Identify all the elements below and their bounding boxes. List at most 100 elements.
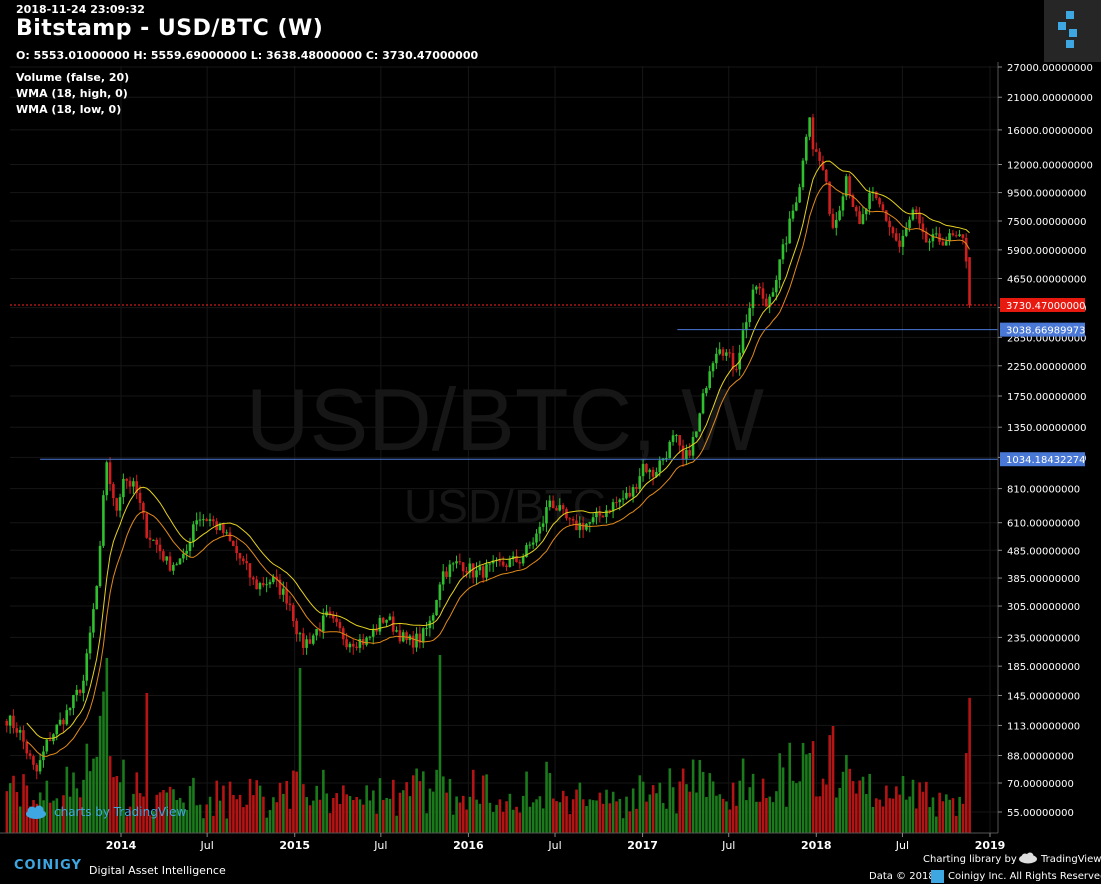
candle-body (678, 435, 682, 446)
volume-bar (475, 799, 478, 833)
candle-body (425, 628, 428, 630)
volume-bar (575, 789, 578, 833)
volume-bar (948, 799, 951, 833)
volume-bar (208, 796, 212, 833)
indicator-volume[interactable]: Volume (false, 20) (16, 71, 130, 84)
candle-body (75, 689, 79, 695)
volume-bar (355, 797, 358, 833)
price-axis[interactable]: 27000.00000000 21000.00000000 16000.000000… (997, 62, 1093, 833)
candle-body (152, 539, 155, 541)
candle-body (242, 558, 245, 562)
candle-body (82, 680, 85, 694)
volume-bar (508, 793, 512, 833)
volume-bar (292, 770, 295, 833)
volume-bar (342, 785, 345, 833)
candle-body (811, 117, 815, 150)
volume-bar (98, 715, 102, 833)
indicator-wma-high[interactable]: WMA (18, high, 0) (16, 87, 128, 100)
candle-body (8, 715, 12, 726)
candle-body (894, 233, 898, 241)
price-tick-label: 485.00000000 (1007, 546, 1080, 557)
candle-body (864, 208, 868, 215)
candle-body (435, 600, 438, 616)
volume-bar (481, 775, 485, 833)
candle-body (748, 308, 751, 323)
candle-body (934, 233, 938, 235)
volume-bar (145, 693, 149, 833)
volume-bar (245, 804, 249, 833)
volume-bar (528, 806, 532, 833)
candle-body (818, 151, 821, 161)
volume-bar (228, 781, 232, 833)
volume-bar (715, 795, 718, 833)
candle-body (72, 694, 75, 709)
coinigy-corner-logo[interactable] (1044, 0, 1101, 62)
volume-bar (738, 780, 742, 833)
tradingview-credit[interactable]: TradingView (1041, 854, 1101, 865)
volume-bar (911, 779, 915, 833)
candle-body (548, 500, 552, 508)
volume-bar (188, 786, 192, 833)
price-tick-label: 5900.00000000 (1007, 246, 1087, 257)
candle-body (235, 546, 238, 554)
volume-bar (718, 794, 722, 833)
candle-body (641, 463, 645, 477)
candle-body (755, 286, 758, 290)
volume-bar (585, 806, 588, 833)
candlesticks (5, 113, 971, 780)
volume-bar (805, 754, 808, 833)
volume-bar (288, 808, 292, 833)
indicator-wma-low[interactable]: WMA (18, low, 0) (16, 103, 122, 116)
candle-body (148, 537, 152, 540)
candle-body (315, 629, 318, 636)
volume-bar (451, 814, 455, 833)
volume-bar (885, 785, 888, 833)
candle-body (295, 620, 298, 635)
volume-bar (708, 773, 712, 833)
volume-bar (495, 804, 498, 833)
candle-body (948, 233, 951, 242)
price-tick-label: 27000.00000000 (1007, 63, 1093, 74)
candle-body (844, 176, 848, 197)
volume-bar (282, 793, 285, 833)
candle-body (731, 353, 735, 370)
candle-body (378, 617, 382, 632)
volume-bar (158, 792, 162, 833)
candle-body (541, 523, 545, 527)
candle-body (48, 739, 52, 742)
volume-bar (418, 781, 422, 833)
volume-bar (901, 775, 905, 833)
tradingview-badge[interactable]: charts by TradingView (26, 805, 186, 819)
candle-body (555, 508, 558, 511)
time-tick-label: 2018 (801, 839, 832, 852)
volume-bar (821, 778, 825, 833)
wma-lines (26, 160, 970, 757)
candle-body (705, 387, 708, 394)
volume-bar (618, 798, 622, 833)
candle-body (122, 478, 125, 498)
candle-body (728, 352, 731, 354)
price-tick-label: 145.00000000 (1007, 691, 1080, 702)
volume-bar (768, 796, 772, 833)
candle-body (944, 241, 948, 246)
time-axis[interactable]: 2014 Jul 2015 Jul 2016 Jul 2017 Jul 2018 Jul 2019 (0, 832, 1005, 852)
volume-bar (415, 768, 418, 833)
coinigy-wordmark[interactable]: COINIGY (14, 858, 82, 873)
candle-body (898, 240, 901, 247)
candle-body (851, 195, 855, 208)
horizontal-lines[interactable] (10, 304, 998, 460)
candle-body (471, 563, 475, 578)
candle-body (365, 637, 368, 645)
volume-bar (611, 791, 615, 833)
volume-bar (555, 801, 558, 833)
volume-bar (105, 658, 109, 833)
volume-bar (48, 802, 52, 833)
candle-body (785, 243, 788, 245)
volume-bar (5, 791, 9, 833)
candle-body (68, 708, 72, 711)
volume-bar (608, 803, 612, 833)
volume-bar (52, 800, 55, 833)
volume-bar (561, 790, 565, 833)
candle-body (575, 520, 578, 531)
